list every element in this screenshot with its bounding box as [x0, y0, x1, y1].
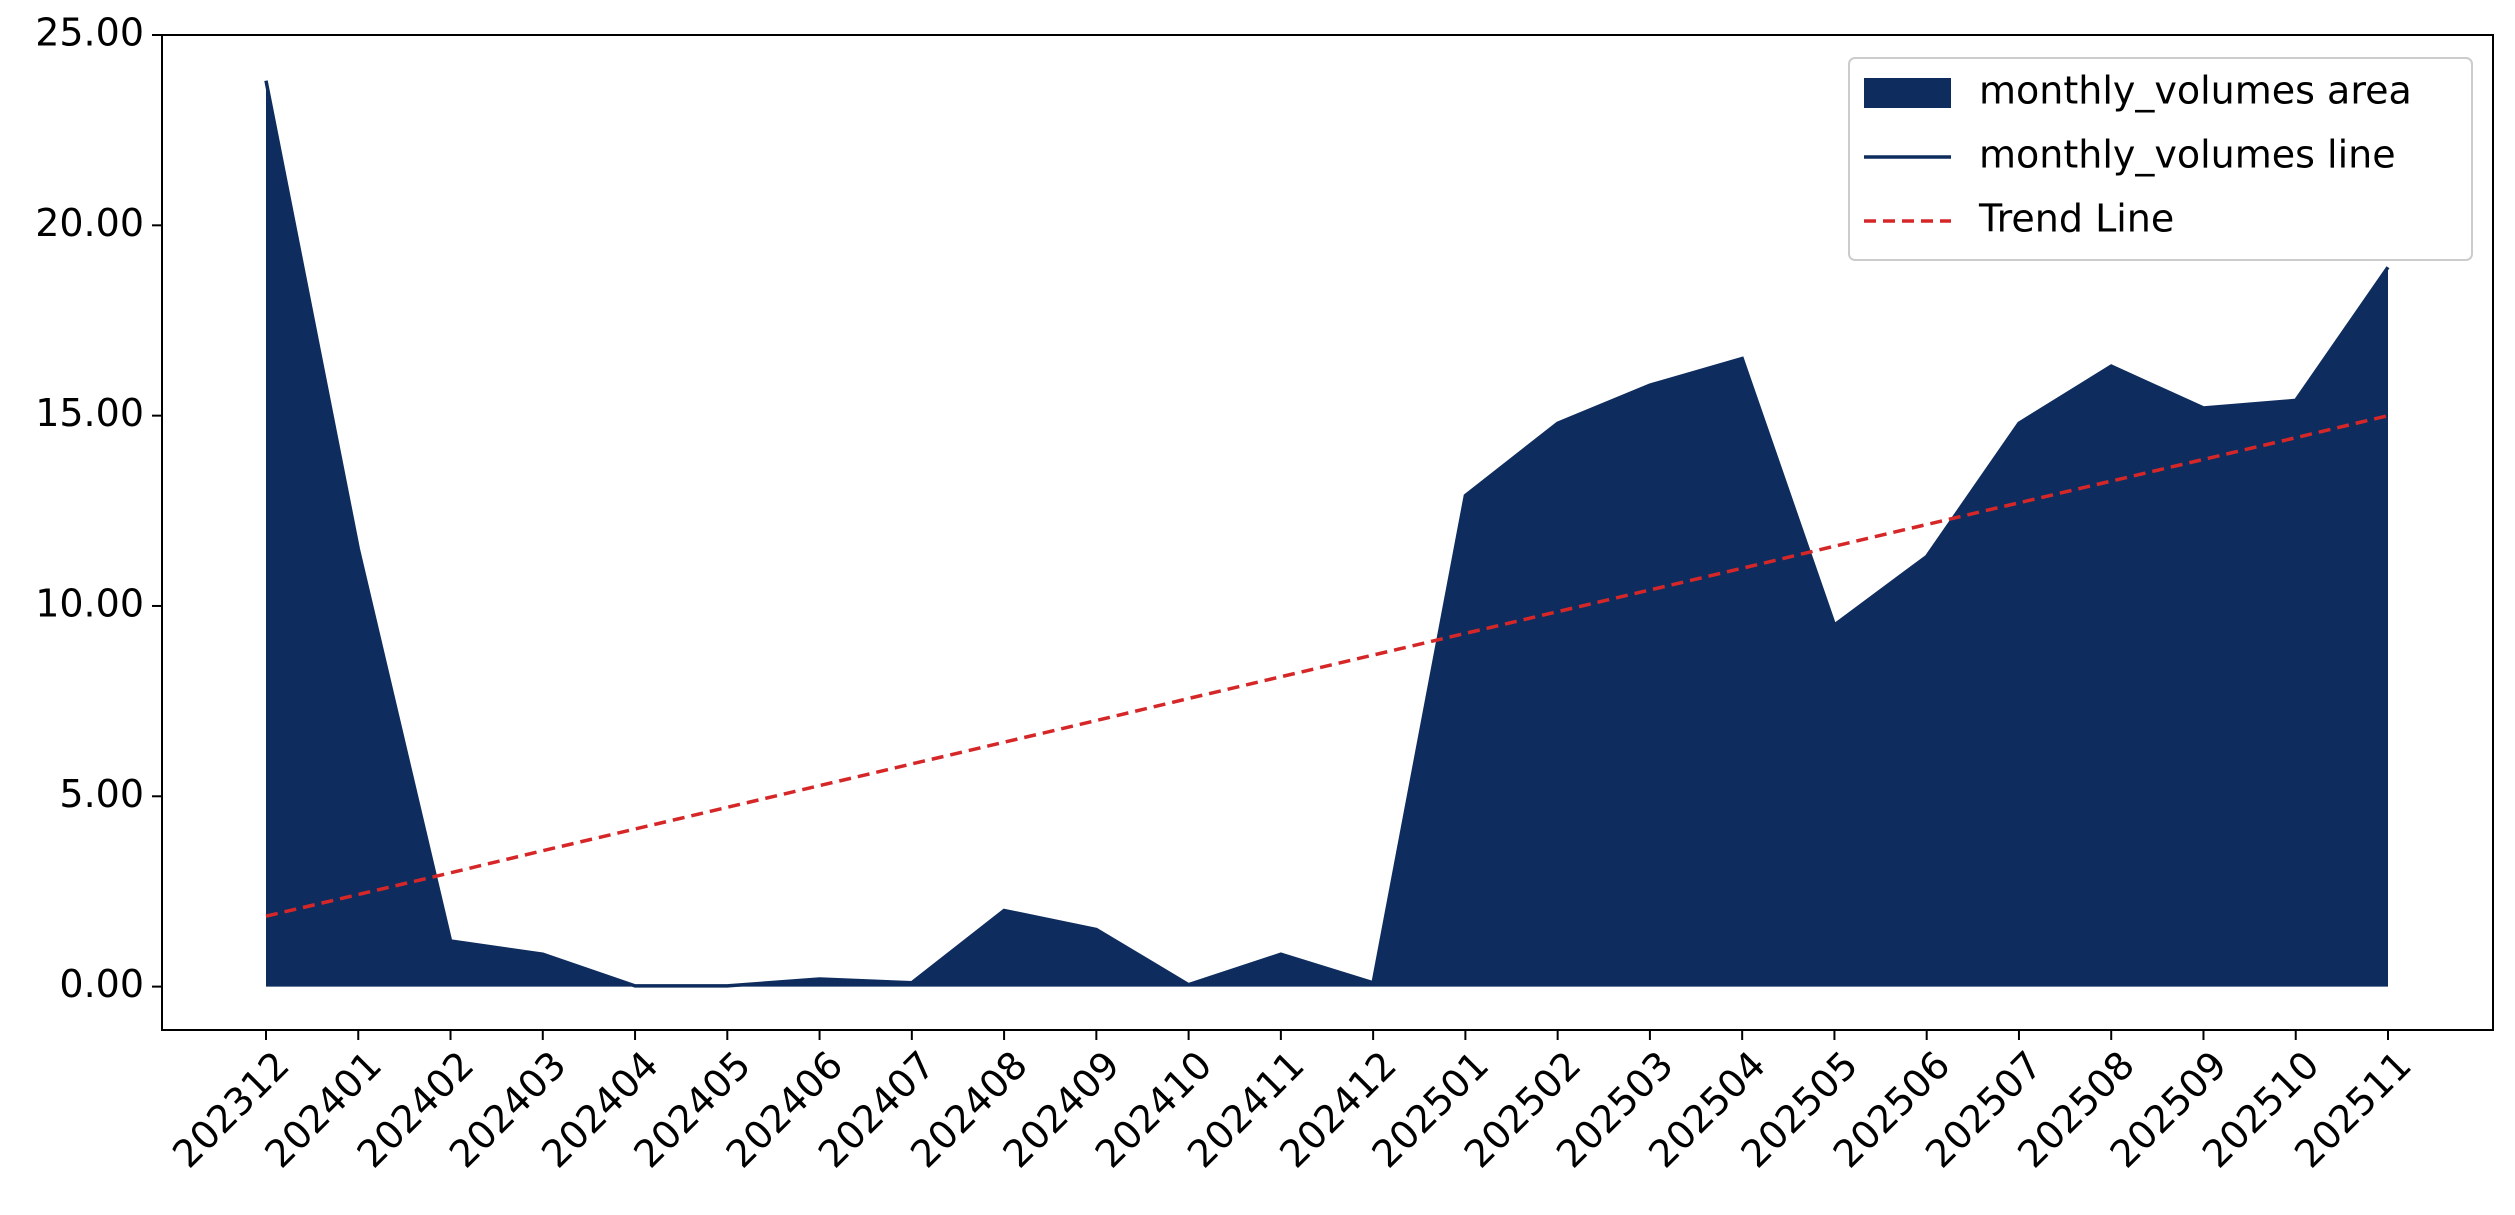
y-tick-label: 20.00	[35, 201, 144, 245]
legend: monthly_volumes area monthly_volumes line…	[1848, 57, 2473, 261]
legend-label: monthly_volumes area	[1979, 69, 2412, 113]
legend-box	[1848, 57, 2473, 261]
area	[266, 80, 2388, 987]
plot-frame	[161, 34, 2494, 1031]
y-tick-label: 25.00	[35, 11, 144, 55]
y-tick-label: 0.00	[59, 962, 144, 1006]
y-tick-label: 10.00	[35, 581, 144, 625]
legend-label: Trend Line	[1978, 197, 2174, 241]
line	[264, 80, 2390, 988]
trend-line	[265, 413, 2389, 918]
y-tick-label: 15.00	[35, 391, 144, 435]
legend-swatch	[1864, 78, 1951, 108]
legend-label: monthly_volumes line	[1979, 133, 2396, 177]
y-tick-label: 5.00	[59, 772, 144, 816]
